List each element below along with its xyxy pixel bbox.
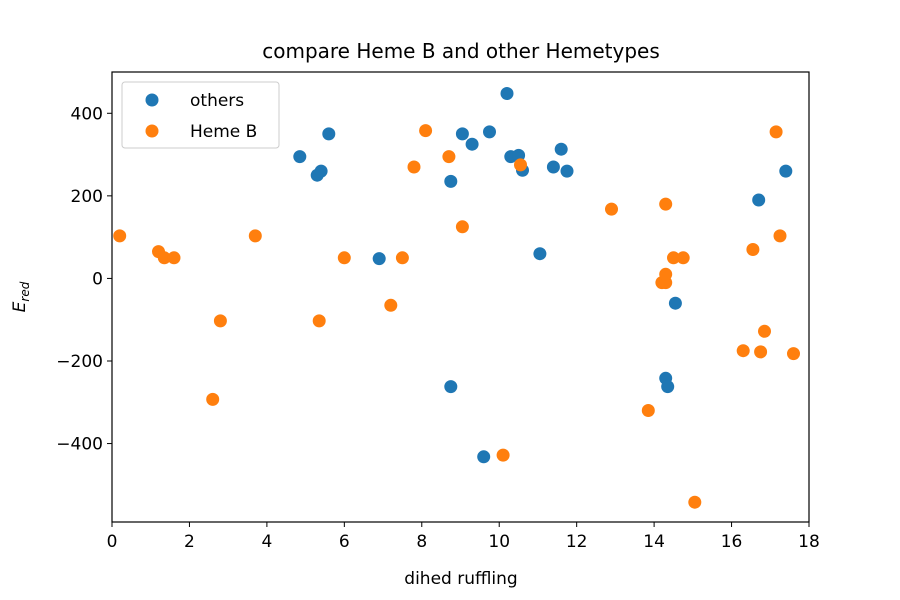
- point-heme-b-4: [206, 392, 220, 406]
- y-axis-label-main: E: [10, 301, 30, 312]
- point-heme-b-12: [419, 124, 433, 138]
- x-tick-label-0: 0: [107, 532, 118, 552]
- point-heme-b-25: [688, 495, 702, 509]
- y-tick-label-400: 400: [71, 104, 103, 124]
- y-axis-label: Ered: [10, 281, 32, 312]
- point-others-15: [533, 247, 547, 261]
- point-others-17: [554, 142, 568, 156]
- point-others-8: [465, 137, 479, 151]
- x-tick-label-4: 4: [261, 532, 272, 552]
- point-others-4: [372, 252, 386, 266]
- point-others-18: [560, 164, 574, 178]
- point-heme-b-13: [442, 150, 456, 164]
- point-heme-b-0: [113, 229, 127, 243]
- point-heme-b-5: [213, 314, 227, 328]
- y-tick-label-0: 0: [92, 269, 103, 289]
- point-others-9: [477, 450, 491, 464]
- point-heme-b-8: [337, 251, 351, 265]
- point-others-20: [661, 380, 675, 394]
- x-tick-label-14: 14: [643, 532, 665, 552]
- point-heme-b-14: [455, 220, 469, 234]
- x-tick-label-6: 6: [339, 532, 350, 552]
- legend-frame: [121, 81, 280, 149]
- point-heme-b-28: [754, 345, 768, 359]
- x-axis-label: dihed ruffling: [404, 569, 517, 589]
- point-heme-b-23: [667, 251, 680, 265]
- point-heme-b-15: [496, 448, 510, 462]
- points-layer: [113, 87, 800, 509]
- point-others-16: [546, 160, 560, 174]
- point-heme-b-29: [758, 324, 771, 338]
- point-heme-b-16: [514, 158, 527, 172]
- point-others-2: [314, 164, 328, 178]
- legend-label-heme-b: Heme B: [190, 122, 257, 142]
- point-others-21: [668, 296, 682, 310]
- point-heme-b-10: [395, 251, 409, 265]
- point-heme-b-24: [676, 251, 690, 265]
- y-axis-label-subscript: red: [18, 281, 32, 301]
- point-heme-b-26: [736, 344, 750, 358]
- point-others-6: [444, 380, 458, 394]
- point-heme-b-18: [641, 404, 655, 417]
- legend-label-others: others: [190, 91, 244, 111]
- point-heme-b-6: [248, 229, 262, 243]
- legend: others Heme B: [121, 81, 280, 149]
- point-heme-b-3: [167, 251, 181, 265]
- legend-marker-heme-b: [145, 124, 159, 138]
- point-others-0: [293, 150, 307, 164]
- chart-title: compare Heme B and other Hemetypes: [262, 39, 660, 63]
- point-others-3: [322, 127, 336, 141]
- legend-marker-others: [145, 93, 159, 107]
- ticks-layer: 0 2 4 6 8 10 12 14 16 18 −400 −200 0 200 400: [56, 104, 820, 552]
- x-tick-label-8: 8: [416, 532, 427, 552]
- point-heme-b-31: [773, 229, 787, 243]
- x-tick-label-10: 10: [488, 532, 510, 552]
- x-tick-label-16: 16: [721, 532, 743, 552]
- point-heme-b-17: [605, 202, 618, 216]
- y-tick-label--400: −400: [56, 435, 103, 455]
- y-tick-label--200: −200: [56, 352, 103, 372]
- x-tick-label-12: 12: [566, 532, 588, 552]
- point-heme-b-27: [746, 243, 760, 256]
- point-heme-b-22: [659, 197, 673, 211]
- x-tick-label-2: 2: [184, 532, 195, 552]
- point-heme-b-11: [407, 160, 421, 174]
- point-heme-b-2: [157, 251, 171, 265]
- point-others-23: [779, 164, 793, 178]
- plot-area: [111, 71, 810, 523]
- point-others-7: [455, 127, 469, 141]
- point-heme-b-9: [384, 298, 398, 312]
- x-tick-label-18: 18: [798, 532, 820, 552]
- point-heme-b-21: [659, 267, 673, 281]
- point-heme-b-32: [787, 347, 800, 361]
- y-tick-label-200: 200: [71, 187, 103, 207]
- point-heme-b-7: [312, 314, 326, 328]
- point-others-22: [752, 193, 766, 207]
- point-others-11: [500, 87, 514, 100]
- point-others-10: [483, 125, 496, 139]
- point-others-5: [444, 174, 458, 188]
- point-heme-b-30: [769, 125, 783, 139]
